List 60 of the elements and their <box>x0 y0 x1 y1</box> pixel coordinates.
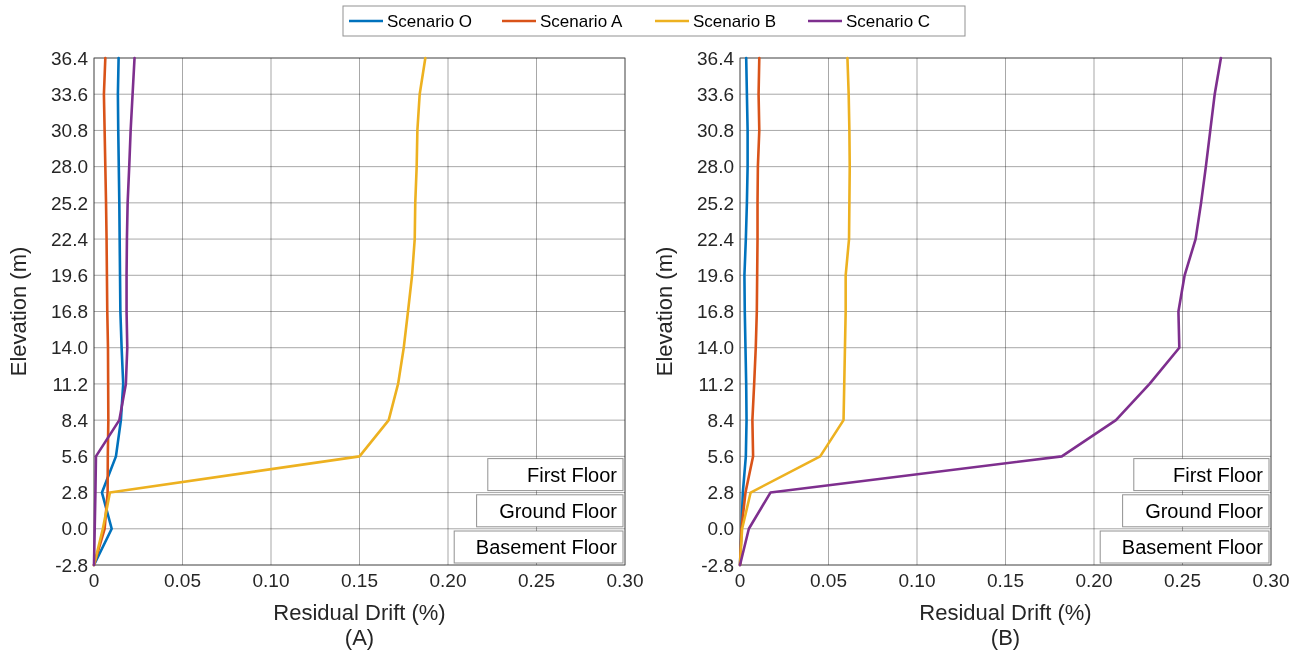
x-tick-label: 0.20 <box>429 570 467 591</box>
y-tick-label: 11.2 <box>698 373 734 395</box>
y-tick-label: 36.4 <box>51 47 89 69</box>
text: (B) <box>990 625 1021 650</box>
x-tick-label: 0.15 <box>987 570 1024 591</box>
y-tick-label: 25.2 <box>697 192 734 214</box>
y-tick-label: 16.8 <box>51 301 88 323</box>
x-tick-label: 0.05 <box>164 570 201 591</box>
y-tick-label: -2.8 <box>55 554 88 576</box>
y-tick-label: 14.0 <box>51 337 88 359</box>
x-tick-label: 0.05 <box>810 570 847 591</box>
annotation: Ground Floor <box>499 499 618 522</box>
y-tick-label: 28.0 <box>697 156 734 178</box>
y-tick-label: 2.8 <box>707 482 734 504</box>
x-tick-label: 0.25 <box>518 570 555 591</box>
y-tick-label: 19.6 <box>697 264 734 286</box>
annotation: Basement Floor <box>475 536 618 558</box>
legend-label: Scenario A <box>540 11 623 31</box>
y-tick-label: 5.6 <box>707 446 734 468</box>
x-axis-title: Residual Drift (%) <box>919 600 1092 625</box>
x-tick-label: 0.10 <box>898 570 936 591</box>
y-tick-label: 11.2 <box>52 373 88 395</box>
legend-label: Scenario B <box>693 11 777 31</box>
y-tick-label: 16.8 <box>697 301 734 323</box>
y-tick-label: 30.8 <box>697 120 734 142</box>
y-tick-label: 33.6 <box>51 83 88 105</box>
y-tick-label: 19.6 <box>51 264 88 286</box>
y-tick-label: 25.2 <box>51 192 88 214</box>
annotation: Basement Floor <box>1121 536 1264 558</box>
y-tick-label: 14.0 <box>697 337 734 359</box>
y-tick-label: 22.4 <box>697 228 735 250</box>
y-tick-label: 36.4 <box>697 47 735 69</box>
x-axis-title: Residual Drift (%) <box>273 600 446 625</box>
x-tick-label: 0.30 <box>1252 570 1290 591</box>
annotation: Ground Floor <box>1145 499 1264 522</box>
x-tick-label: 0.25 <box>1164 570 1201 591</box>
y-axis-title: Elevation (m) <box>6 246 31 377</box>
y-tick-label: 0.0 <box>707 518 734 540</box>
annotation: First Floor <box>1173 463 1264 486</box>
annotation: First Floor <box>527 463 618 486</box>
y-tick-label: -2.8 <box>701 554 734 576</box>
text: (A) <box>344 625 375 650</box>
x-tick-label: 0.30 <box>606 570 644 591</box>
y-tick-label: 28.0 <box>51 156 88 178</box>
y-tick-label: 30.8 <box>51 120 88 142</box>
x-tick-label: 0.20 <box>1075 570 1113 591</box>
y-tick-label: 22.4 <box>51 228 89 250</box>
legend-label: Scenario O <box>387 11 473 31</box>
y-tick-label: 8.4 <box>707 409 735 431</box>
legend-label: Scenario C <box>846 11 931 31</box>
x-tick-label: 0.15 <box>341 570 378 591</box>
x-tick-label: 0 <box>88 570 100 591</box>
y-tick-label: 0.0 <box>61 518 88 540</box>
y-tick-label: 5.6 <box>61 446 88 468</box>
x-tick-label: 0 <box>734 570 746 591</box>
y-tick-label: 33.6 <box>697 83 734 105</box>
y-tick-label: 8.4 <box>61 409 89 431</box>
y-tick-label: 2.8 <box>61 482 88 504</box>
x-tick-label: 0.10 <box>252 570 290 591</box>
y-axis-title: Elevation (m) <box>652 246 677 377</box>
